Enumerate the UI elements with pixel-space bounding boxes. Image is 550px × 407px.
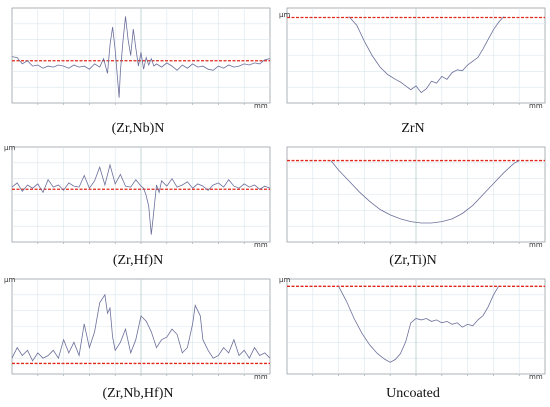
x-unit-label: mm xyxy=(529,373,543,381)
x-unit-label: mm xyxy=(529,102,543,110)
profile-panel-4: µm mm (Zr,Nb,Hf)N xyxy=(2,273,274,405)
profile-plot xyxy=(286,146,546,244)
x-unit-label: mm xyxy=(254,241,268,249)
panel-caption: (Zr,Hf)N xyxy=(112,253,164,268)
y-unit-label: µm xyxy=(4,276,16,284)
panel-caption: (Zr,Ti)N xyxy=(389,253,437,268)
profile-panel-0: mm (Zr,Nb)N xyxy=(2,2,274,142)
profile-plot xyxy=(286,278,546,376)
profile-line xyxy=(11,293,271,362)
y-unit-label: µm xyxy=(279,276,291,284)
profile-panel-5: µm mm Uncoated xyxy=(277,273,549,405)
profile-line xyxy=(348,16,504,94)
panel-caption: ZrN xyxy=(401,121,425,136)
profile-line xyxy=(338,286,499,363)
panel-caption: (Zr,Nb,Hf)N xyxy=(102,386,174,401)
profile-plot xyxy=(11,7,271,105)
profile-plot xyxy=(11,278,271,376)
y-unit-label: µm xyxy=(4,144,16,152)
x-unit-label: mm xyxy=(254,102,268,110)
profile-panel-3: mm (Zr,Ti)N xyxy=(277,141,549,271)
profile-plot xyxy=(286,7,546,105)
profile-panel-1: µm mm ZrN xyxy=(277,2,549,142)
profile-line xyxy=(11,16,271,98)
panel-caption: (Zr,Nb)N xyxy=(111,121,165,136)
profile-panel-2: µm mm (Zr,Hf)N xyxy=(2,141,274,271)
x-unit-label: mm xyxy=(254,373,268,381)
panel-caption: Uncoated xyxy=(386,386,440,401)
profile-line xyxy=(11,163,271,235)
x-unit-label: mm xyxy=(529,241,543,249)
profile-line xyxy=(330,160,520,224)
y-unit-label: µm xyxy=(279,11,291,19)
profile-plot xyxy=(11,146,271,244)
